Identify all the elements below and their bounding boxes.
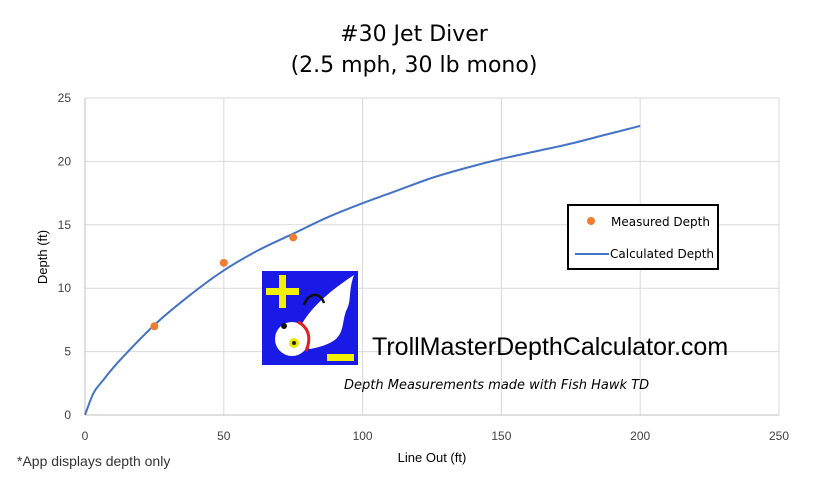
x-tick-label: 150 — [491, 429, 511, 443]
logo-lure-feathers — [294, 275, 354, 349]
y-tick-label: 25 — [58, 91, 72, 105]
logo-minus — [327, 354, 354, 361]
y-tick-label: 20 — [58, 154, 72, 168]
caption-annotation: Depth Measurements made with Fish Hawk T… — [344, 378, 649, 393]
x-tick-label: 0 — [82, 429, 89, 443]
logo-lure-hook — [302, 293, 326, 306]
y-tick-label: 0 — [64, 408, 71, 422]
x-tick-label: 200 — [630, 429, 650, 443]
x-tick-label: 50 — [217, 429, 231, 443]
legend-label-measured: Measured Depth — [611, 215, 710, 229]
website-annotation: TrollMasterDepthCalculator.com — [372, 333, 728, 361]
measured-depth-point — [289, 233, 298, 242]
measured-depth-point — [219, 258, 228, 267]
lure-plus-minus-logo-icon — [262, 271, 358, 365]
x-tick-label: 100 — [353, 429, 373, 443]
logo-lure-pupil — [292, 341, 296, 345]
y-axis-label: Depth (ft) — [35, 230, 50, 284]
calculated-depth-line — [84, 124, 641, 416]
measured-depth-point — [150, 322, 159, 331]
legend-label-calculated: Calculated Depth — [610, 247, 714, 261]
footnote: *App displays depth only — [17, 453, 170, 469]
y-tick-label: 10 — [58, 281, 72, 295]
y-tick-label: 5 — [64, 345, 71, 359]
logo-lure-collar — [297, 320, 311, 352]
y-tick-labels: 0 5 10 15 20 25 — [58, 91, 72, 422]
chart-subtitle: (2.5 mph, 30 lb mono) — [291, 53, 538, 78]
measured-depth-series — [150, 233, 298, 331]
logo-lure-eye-small — [281, 323, 287, 329]
legend-marker-measured — [587, 217, 595, 225]
gridlines — [84, 97, 780, 416]
x-tick-label: 250 — [769, 429, 789, 443]
logo-plus-vertical — [279, 275, 286, 308]
legend: Measured Depth Calculated Depth — [567, 204, 719, 270]
x-axis-label: Line Out (ft) — [398, 450, 467, 465]
calculated-depth-series — [84, 124, 641, 416]
chart-title: #30 Jet Diver — [340, 22, 489, 47]
legend-box — [567, 204, 719, 270]
x-tick-labels: 0 50 100 150 200 250 — [82, 429, 790, 443]
y-tick-label: 15 — [58, 218, 72, 232]
